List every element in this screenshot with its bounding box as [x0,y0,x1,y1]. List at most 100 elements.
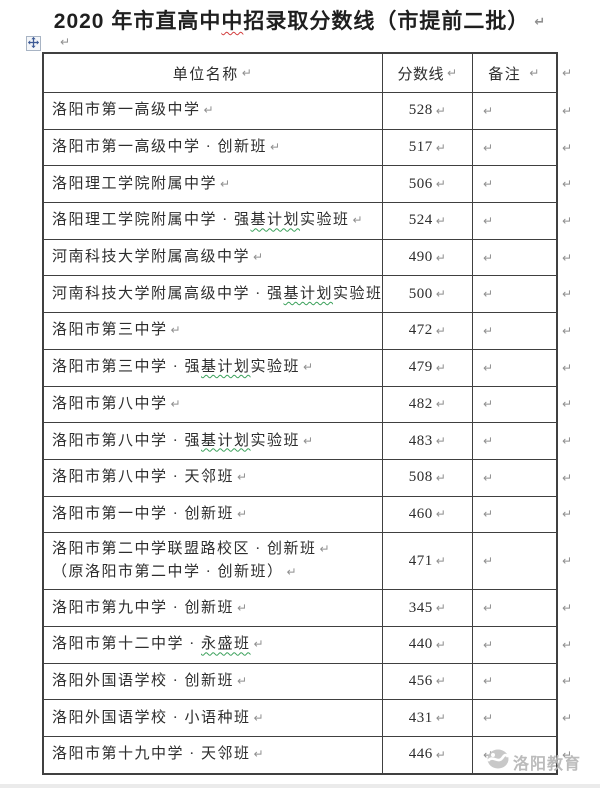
score-cell[interactable]: 431 ↵ [382,700,472,736]
unit-name-line: 洛阳市第十二中学 · 永盛班 ↵ [52,633,265,656]
unit-name-text: （原洛阳市第二中学 · 创新班） [52,564,284,581]
remark-cell[interactable]: ↵ [472,700,556,736]
unit-name-cell[interactable]: 洛阳理工学院附属中学 ↵ [44,166,382,202]
row-end-mark: ↵ [561,507,572,522]
unit-name-cell[interactable]: 洛阳市第八中学 · 天邻班 ↵ [44,460,382,496]
paragraph-mark: ↵ [170,323,183,338]
remark-cell[interactable]: ↵ [472,93,556,129]
score-cell[interactable]: 440 ↵ [382,626,472,663]
score-cell[interactable]: 345 ↵ [382,590,472,626]
score-cell[interactable]: 472 ↵ [382,313,472,349]
remark-cell[interactable]: ↵ [472,459,556,496]
remark-cell[interactable]: ↵ [472,276,556,313]
header-score-line[interactable]: 分数线 ↵ [382,54,472,92]
unit-name-lines: 洛阳理工学院附属中学 · 强基计划实验班 ↵ [52,209,364,232]
remark-cell[interactable]: ↵ [472,313,556,349]
unit-name-lines: 洛阳市第八中学 ↵ [52,393,182,416]
unit-name-line: 洛阳市第二中学联盟路校区 · 创新班 ↵ [52,538,331,561]
score-value: 431 [408,709,433,726]
row-end-mark: ↵ [561,637,572,652]
remark-cell[interactable]: ↵ [472,496,556,533]
remark-cell[interactable]: ↵ [472,590,556,626]
paragraph-mark: ↵ [483,140,495,155]
remark-cell[interactable]: ↵ [472,533,556,590]
score-value: 508 [408,469,433,486]
remark-cell[interactable]: ↵ [472,663,556,700]
unit-name-cell[interactable]: 洛阳市第一高级中学 ↵ [44,93,382,129]
unit-name-cell[interactable]: 洛阳外国语学校 · 小语种班 ↵ [44,700,382,736]
score-cell[interactable]: 500 ↵ [382,276,472,313]
score-value: 483 [408,432,433,449]
unit-name-lines: 洛阳市第九中学 · 创新班 ↵ [52,597,249,620]
paragraph-mark: ↵ [435,287,447,302]
unit-name-cell[interactable]: 洛阳市第一中学 · 创新班 ↵ [44,497,382,533]
score-value: 528 [408,102,433,119]
remark-cell[interactable]: ↵ [472,239,556,276]
score-cell[interactable]: 460 ↵ [382,496,472,533]
unit-name-text: 洛阳理工学院附属中学 · 强 [52,212,251,229]
document-title[interactable]: 2020 年市直高中中招录取分数线（市提前二批） ↵ [0,5,600,35]
table-move-handle[interactable] [26,36,41,51]
remark-cell[interactable]: ↵ [472,203,556,239]
remark-cell[interactable]: ↵ [472,423,556,459]
paragraph-mark: ↵ [483,250,495,265]
score-cell[interactable]: 528 ↵ [382,93,472,129]
remark-cell[interactable]: ↵ [472,349,556,386]
row-end-mark: ↵ [561,397,572,412]
header-unit-name[interactable]: 单位名称 ↵ [44,54,382,92]
paragraph-mark: ↵ [435,747,447,762]
score-cell[interactable]: 506 ↵ [382,166,472,203]
unit-name-text: 洛阳市第八中学 · 强 [52,432,201,449]
title-text-pre: 2020 年市直高中 [53,10,222,33]
paragraph-mark: ↵ [435,470,447,485]
paragraph-mark: ↵ [483,177,495,192]
paragraph-mark: ↵ [435,103,447,118]
remark-cell[interactable]: ↵ [472,386,556,423]
score-cell[interactable]: 446 ↵ [382,737,472,773]
unit-name-text: 实验班 [250,359,301,376]
unit-name-cell[interactable]: 洛阳市第三中学 · 强基计划实验班 ↵ [44,350,382,386]
score-cell[interactable]: 482 ↵ [382,386,472,423]
unit-name-cell[interactable]: 洛阳市第九中学 · 创新班 ↵ [44,590,382,626]
unit-name-cell[interactable]: 洛阳市第十九中学 · 天邻班 ↵ [44,737,382,773]
unit-name-cell[interactable]: 洛阳市第一高级中学 · 创新班 ↵ [44,130,382,166]
score-cell[interactable]: 517 ↵ [382,129,472,166]
remark-cell[interactable]: ↵ [472,166,556,203]
paragraph-mark: ↵ [483,434,495,449]
score-cell[interactable]: 483 ↵ [382,423,472,459]
score-cell[interactable]: 456 ↵ [382,663,472,700]
score-cell[interactable]: 471 ↵ [382,533,472,590]
unit-name-cell[interactable]: 河南科技大学附属高级中学 ↵ [44,240,382,276]
unit-name-line: 洛阳市第三中学 · 强基计划实验班 ↵ [52,356,315,379]
unit-name-cell[interactable]: 河南科技大学附属高级中学 · 强基计划实验班↵ [44,276,382,312]
remark-cell[interactable]: ↵ [472,129,556,166]
score-value: 456 [408,672,433,689]
unit-name-cell[interactable]: 洛阳市第十二中学 · 永盛班 ↵ [44,627,382,663]
paragraph-mark: ↵ [237,470,249,485]
unit-name-text: 实验班 [300,212,350,229]
unit-name-cell[interactable]: 洛阳市第八中学 ↵ [44,387,382,423]
unit-name-cell[interactable]: 洛阳市第八中学 · 强基计划实验班 ↵ [44,423,382,459]
score-cell[interactable]: 524 ↵ [382,203,472,239]
score-cell[interactable]: 490 ↵ [382,239,472,276]
unit-name-line: 洛阳市第三中学 ↵ [52,319,182,342]
unit-name-line: 洛阳市第九中学 · 创新班 ↵ [52,597,249,620]
unit-name-text: 洛阳市第一高级中学 [52,102,201,119]
unit-name-cell[interactable]: 洛阳市第二中学联盟路校区 · 创新班 ↵ （原洛阳市第二中学 · 创新班） ↵ [44,533,382,589]
remark-cell[interactable]: ↵ [472,626,556,663]
score-cell[interactable]: 508 ↵ [382,459,472,496]
unit-name-text: 洛阳外国语学校 · 小语种班 [52,709,251,726]
unit-name-cell[interactable]: 洛阳理工学院附属中学 · 强基计划实验班 ↵ [44,203,382,239]
paragraph-mark: ↵ [435,674,447,689]
unit-name-lines: 洛阳市第一中学 · 创新班 ↵ [52,503,249,526]
unit-name-cell[interactable]: 洛阳外国语学校 · 创新班 ↵ [44,664,382,700]
paragraph-mark: ↵ [435,213,447,228]
remark-cell[interactable]: ↵ [472,737,556,773]
unit-name-text: 洛阳市第十二中学 · [52,636,201,653]
header-remark[interactable]: 备注 ↵ [472,54,556,92]
score-cell[interactable]: 479 ↵ [382,349,472,386]
unit-name-text: 洛阳市第九中学 · 创新班 [52,599,234,616]
table-row: 洛阳市第九中学 · 创新班 ↵ 345 ↵ ↵ ↵ [44,589,572,626]
unit-name-cell[interactable]: 洛阳市第三中学 ↵ [44,313,382,349]
paragraph-mark: ↵ [237,673,249,688]
